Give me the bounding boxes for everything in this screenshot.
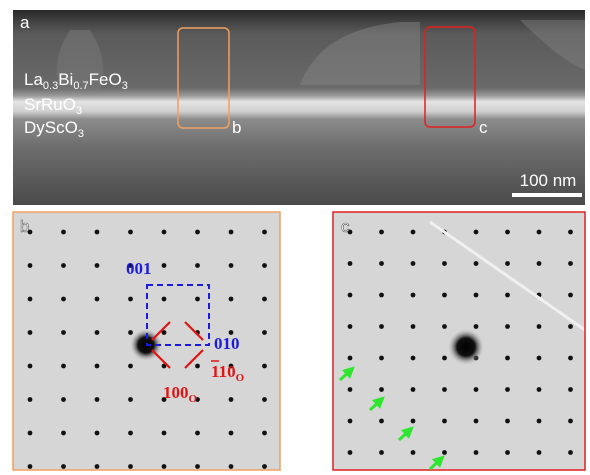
panel-label: b [20, 217, 29, 236]
text-part: 10 [219, 362, 236, 381]
text-part: 0.3 [43, 80, 58, 92]
text-part: 3 [78, 128, 84, 140]
scale-bar [512, 193, 582, 197]
miller-index: 010 [214, 334, 240, 353]
text-part: 3 [122, 80, 128, 92]
page: a La0.3Bi0.7FeO3 SrRuO3 DyScO3 b c 100 n… [0, 0, 590, 475]
scale-bar-label: 100 nm [520, 171, 577, 190]
text-part: 0.7 [73, 80, 88, 92]
central-beam [448, 329, 484, 365]
text-part: 100 [163, 383, 189, 402]
panel-label: c [341, 217, 350, 236]
figure: a La0.3Bi0.7FeO3 SrRuO3 DyScO3 b c 100 n… [0, 0, 590, 475]
layer-label: DyScO3 [24, 118, 84, 140]
miller-index: 001 [126, 259, 152, 278]
text-part: O [189, 393, 198, 405]
text-part: DyScO [24, 118, 78, 137]
text-part: O [236, 372, 245, 384]
text-part: FeO [89, 70, 122, 89]
tem-image [13, 10, 585, 205]
text-part: La [24, 70, 43, 89]
box-label: b [232, 118, 241, 137]
text-part: Bi [58, 70, 73, 89]
panel-label: a [20, 13, 30, 32]
box-label: c [479, 118, 488, 137]
layer-label: SrRuO3 [24, 95, 82, 117]
text-part: SrRuO [24, 95, 76, 114]
text-part: 3 [76, 105, 82, 117]
